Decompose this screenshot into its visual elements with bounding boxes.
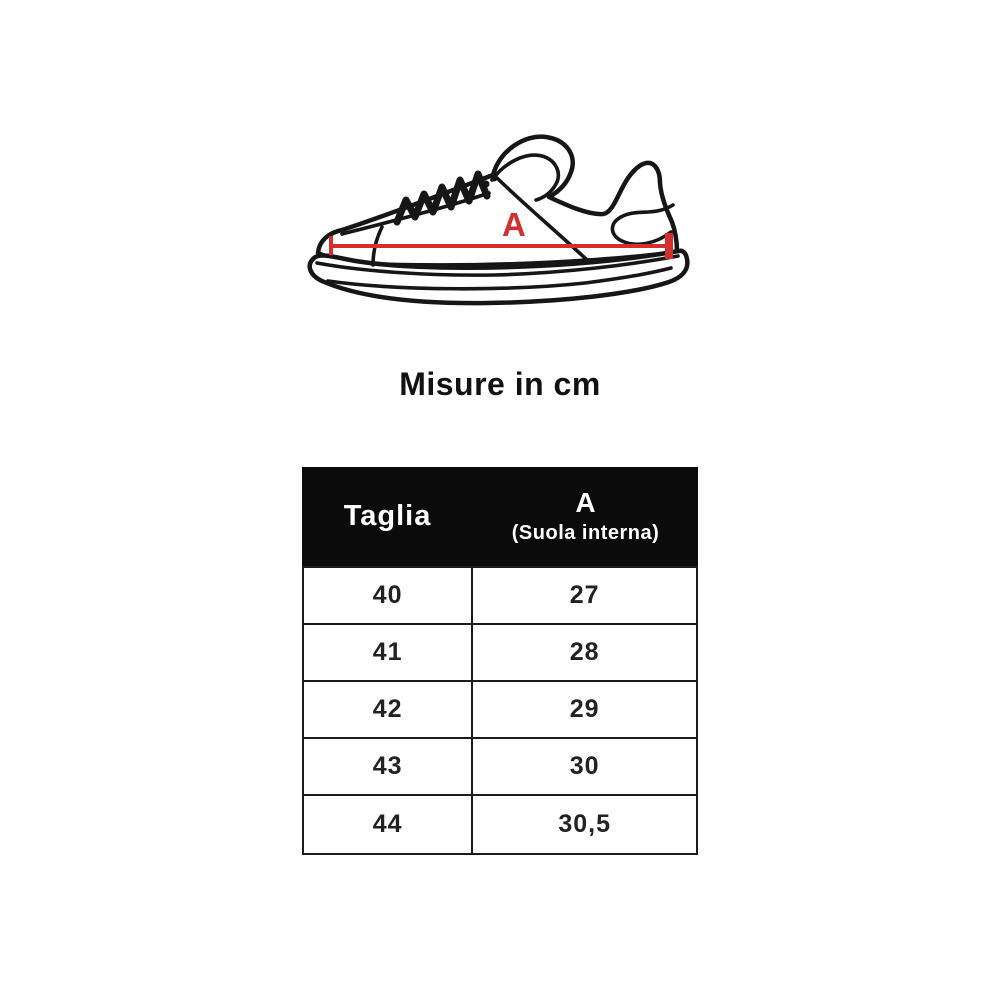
table-row: 43 30 <box>304 739 696 796</box>
shoe-sole-outline <box>307 248 690 306</box>
shoe-lace-knot <box>490 174 498 182</box>
size-cell: 44 <box>304 796 474 853</box>
size-table-body: 40 27 41 28 42 29 43 30 44 30,5 <box>302 566 698 855</box>
header-measure-sublabel: (Suola interna) <box>511 522 660 544</box>
header-cell-taglia: Taglia <box>343 500 432 532</box>
shoe-sole-seam-line <box>326 266 673 291</box>
sole-length-cell: 27 <box>569 581 600 609</box>
table-row: 41 28 <box>304 625 696 682</box>
table-row: 40 27 <box>304 568 696 625</box>
size-cell: 42 <box>304 682 474 737</box>
size-cell: 43 <box>304 739 474 794</box>
shoe-lace-knot <box>482 180 490 188</box>
shoe-quarter-line <box>495 176 588 261</box>
size-cell: 41 <box>304 625 474 680</box>
size-cell: 40 <box>304 568 474 623</box>
header-cell-measure: A (Suola interna) <box>473 488 698 545</box>
size-table-header: Taglia A (Suola interna) <box>302 467 698 566</box>
page-title: Misure in cm <box>399 366 601 402</box>
size-table: Taglia A (Suola interna) 40 27 41 28 42 … <box>302 467 698 855</box>
sole-length-cell: 29 <box>569 695 600 723</box>
shoe-sole-welt-line <box>315 254 680 277</box>
sole-length-cell: 30 <box>569 752 600 780</box>
shoe-laces <box>393 170 491 226</box>
header-measure-label: A <box>575 487 596 518</box>
sole-length-cell: 30,5 <box>558 810 611 838</box>
table-row: 42 29 <box>304 682 696 739</box>
table-row: 44 30,5 <box>304 796 696 853</box>
shoe-heel-patch-line <box>610 203 675 246</box>
shoe-tongue-line <box>490 153 561 202</box>
sole-length-cell: 28 <box>569 638 600 666</box>
shoe-diagram: A <box>307 134 690 306</box>
measurement-label-a: A <box>502 206 526 243</box>
